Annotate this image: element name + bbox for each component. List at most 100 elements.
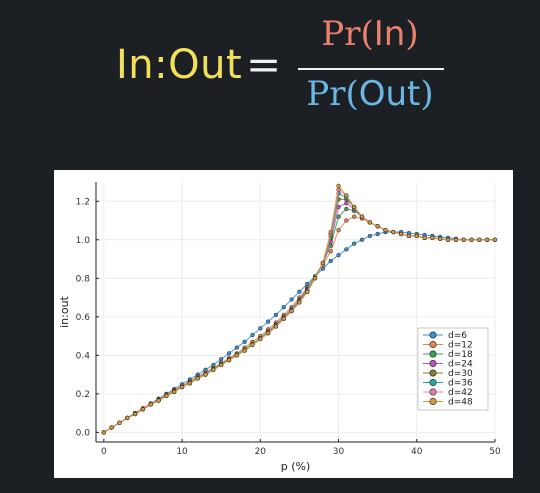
data-point <box>219 357 224 362</box>
legend-label: d=6 <box>448 331 467 341</box>
data-point <box>187 381 193 386</box>
legend-marker <box>429 369 437 377</box>
data-point <box>320 260 326 266</box>
data-point <box>336 227 341 233</box>
denominator-suffix: ) <box>420 74 434 114</box>
x-tick-label: 30 <box>333 447 345 457</box>
chart-panel: 0 10 20 30 40 50 0.0 0.2 0.4 0.6 0.8 1.0 1.2 p (%) in:… <box>54 170 513 478</box>
data-point <box>226 351 232 356</box>
data-point <box>250 332 255 338</box>
data-point <box>305 289 310 294</box>
data-point <box>414 233 419 239</box>
data-point <box>336 253 341 258</box>
legend-marker <box>429 360 437 368</box>
data-point <box>234 353 239 358</box>
data-point <box>148 402 153 407</box>
data-point <box>344 218 349 223</box>
data-point <box>438 236 443 241</box>
data-point <box>195 376 200 381</box>
formula-denominator: Pr(Out) <box>292 74 448 114</box>
legend-box <box>417 327 489 411</box>
legend-marker <box>429 341 437 349</box>
x-tick-label: 40 <box>411 447 423 457</box>
data-point <box>461 237 466 242</box>
denominator-arg: Out <box>358 74 421 114</box>
data-point <box>164 393 169 398</box>
legend-marker <box>429 331 437 339</box>
legend-label: d=24 <box>448 360 473 370</box>
data-point <box>273 324 279 329</box>
data-point <box>242 348 247 353</box>
data-point <box>101 430 106 435</box>
numerator-prefix: Pr( <box>321 14 374 54</box>
legend-marker <box>429 350 437 358</box>
data-point <box>477 237 482 242</box>
data-point <box>359 237 365 242</box>
formula-numerator: Pr(In) <box>305 14 435 54</box>
data-point <box>445 237 451 242</box>
legend-label: d=18 <box>448 350 473 360</box>
data-point <box>391 229 396 235</box>
y-tick-label: 0.6 <box>76 313 91 323</box>
data-point <box>281 316 286 321</box>
denominator-prefix: Pr( <box>306 74 359 114</box>
data-point <box>250 342 255 347</box>
legend-label: d=12 <box>448 341 473 351</box>
data-point <box>289 297 294 302</box>
data-point <box>203 372 208 377</box>
fraction-bar <box>298 68 444 70</box>
y-tick-label: 0.8 <box>76 274 91 284</box>
legend-label: d=42 <box>448 388 473 398</box>
data-point <box>344 193 349 198</box>
formula: In:Out = Pr(In) Pr(Out) <box>0 0 540 150</box>
y-axis-label: in:out <box>58 295 71 327</box>
legend-marker <box>429 398 437 406</box>
data-point <box>234 345 239 350</box>
data-point <box>226 357 232 363</box>
data-point <box>453 237 459 242</box>
data-point <box>328 258 333 264</box>
data-point <box>430 235 435 241</box>
data-point <box>219 362 224 368</box>
y-tick-label: 0.0 <box>76 428 91 438</box>
data-point <box>352 204 357 210</box>
legend-label: d=30 <box>448 369 473 379</box>
series-d=48 <box>101 183 498 435</box>
legend-marker <box>429 379 437 387</box>
data-point <box>367 233 372 239</box>
data-point <box>485 237 490 242</box>
data-point <box>132 411 138 417</box>
data-point <box>140 407 146 412</box>
data-point <box>211 367 216 372</box>
legend-label: d=48 <box>448 398 473 408</box>
data-point <box>265 331 271 336</box>
x-tick-label: 0 <box>101 447 107 457</box>
data-point <box>367 220 372 225</box>
line-chart: 0 10 20 30 40 50 0.0 0.2 0.4 0.6 0.8 1.0 1.2 p (%) in:… <box>58 182 501 473</box>
x-tick-label: 10 <box>176 447 188 457</box>
x-axis-label: p (%) <box>281 460 311 473</box>
formula-equals: = <box>246 40 282 89</box>
data-point <box>242 339 247 345</box>
data-point <box>492 237 498 242</box>
data-point <box>297 300 302 305</box>
data-point <box>336 183 341 189</box>
data-point <box>265 319 271 324</box>
data-point <box>352 241 357 246</box>
y-tick-label: 1.0 <box>76 236 91 246</box>
data-point <box>281 305 286 310</box>
data-point <box>375 224 380 229</box>
data-point <box>297 289 302 294</box>
numerator-arg: In <box>373 14 406 54</box>
data-point <box>172 389 177 395</box>
data-point <box>312 276 318 281</box>
y-tick-label: 0.2 <box>76 390 90 400</box>
numerator-suffix: ) <box>405 14 419 54</box>
x-tick-label: 20 <box>255 447 267 457</box>
data-point <box>328 249 333 254</box>
data-point <box>344 201 349 206</box>
data-point <box>469 237 474 242</box>
data-point <box>406 233 412 239</box>
data-point <box>109 425 114 430</box>
